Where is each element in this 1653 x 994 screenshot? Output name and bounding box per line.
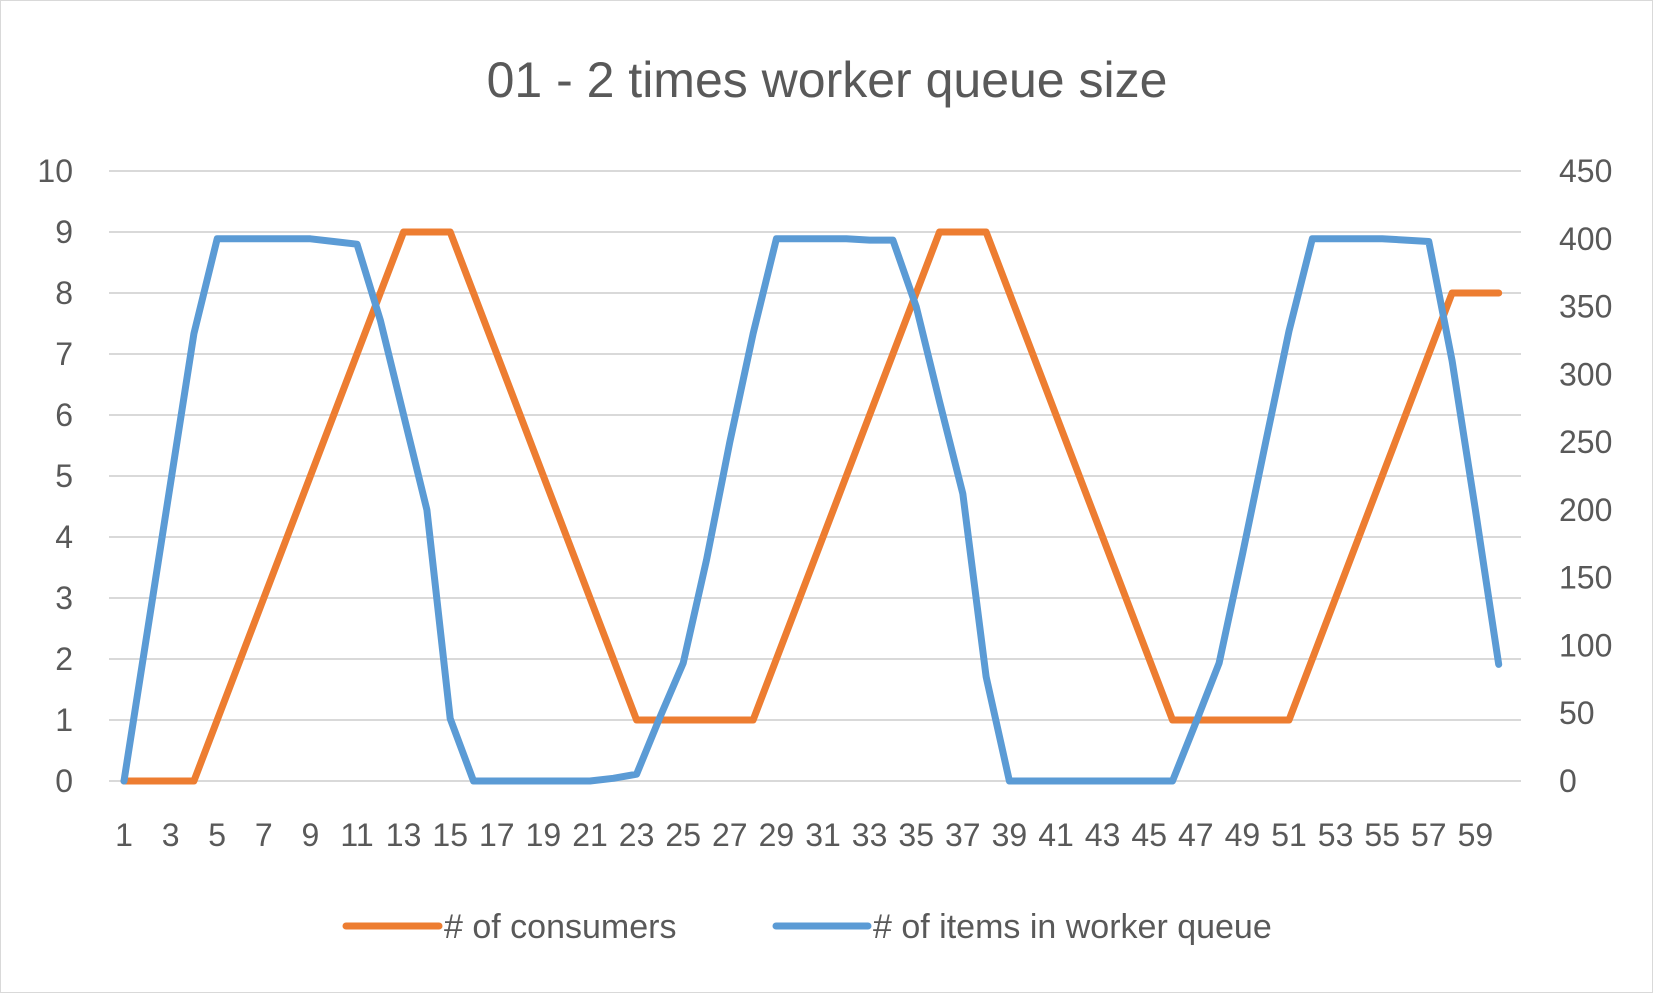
x-tick-label: 21 (572, 817, 608, 853)
y-right-tick-label: 350 (1559, 289, 1612, 325)
x-tick-label: 1 (115, 817, 133, 853)
x-tick-label: 33 (852, 817, 888, 853)
series-lines (120, 228, 1503, 785)
left-axis-ticks: 0 1 2 3 4 5 6 7 8 9 10 (37, 153, 73, 799)
x-tick-label: 47 (1178, 817, 1214, 853)
y-left-tick-label: 10 (37, 153, 73, 189)
right-axis-ticks: 0 50 100 150 200 250 300 350 400 450 (1559, 153, 1612, 799)
x-tick-label: 41 (1038, 817, 1074, 853)
y-right-tick-label: 0 (1559, 763, 1577, 799)
y-right-tick-label: 50 (1559, 695, 1595, 731)
x-tick-label: 3 (162, 817, 180, 853)
legend: # of consumers # of items in worker queu… (342, 908, 1272, 946)
y-right-tick-label: 200 (1559, 492, 1612, 528)
x-tick-label: 25 (665, 817, 701, 853)
y-left-tick-label: 6 (55, 397, 73, 433)
y-left-tick-label: 0 (55, 763, 73, 799)
x-tick-label: 37 (945, 817, 981, 853)
x-tick-label: 55 (1364, 817, 1400, 853)
y-right-tick-label: 300 (1559, 356, 1612, 392)
x-tick-label: 27 (712, 817, 748, 853)
x-tick-label: 51 (1271, 817, 1307, 853)
x-tick-label: 29 (759, 817, 795, 853)
y-left-tick-label: 2 (55, 641, 73, 677)
y-left-tick-label: 3 (55, 580, 73, 616)
legend-label-consumers: # of consumers (444, 908, 676, 946)
x-tick-label: 7 (255, 817, 273, 853)
y-left-tick-label: 5 (55, 458, 73, 494)
x-tick-label: 57 (1411, 817, 1447, 853)
x-tick-label: 17 (479, 817, 515, 853)
y-right-tick-label: 100 (1559, 627, 1612, 663)
series-line-consumers (120, 228, 1503, 785)
y-left-tick-label: 1 (55, 702, 73, 738)
x-tick-label: 39 (992, 817, 1028, 853)
x-tick-label: 31 (805, 817, 841, 853)
legend-label-queue-items: # of items in worker queue (873, 908, 1272, 946)
y-right-tick-label: 250 (1559, 424, 1612, 460)
series-line-queue-items (120, 235, 1503, 785)
y-left-tick-label: 7 (55, 336, 73, 372)
x-tick-label: 15 (432, 817, 468, 853)
x-tick-label: 49 (1225, 817, 1261, 853)
x-tick-label: 5 (208, 817, 226, 853)
y-right-tick-label: 150 (1559, 560, 1612, 596)
y-right-tick-label: 450 (1559, 153, 1612, 189)
x-tick-label: 11 (340, 817, 373, 853)
x-tick-label: 23 (619, 817, 655, 853)
x-tick-label: 53 (1318, 817, 1354, 853)
x-tick-label: 13 (386, 817, 422, 853)
x-axis-ticks: 1 3 5 7 9 11 13 15 17 19 21 23 25 27 29 31 33 35 37 39 41 43 4… (115, 817, 1493, 853)
x-tick-label: 35 (898, 817, 934, 853)
gridlines (109, 170, 1521, 782)
chart-title: 01 - 2 times worker queue size (487, 52, 1168, 108)
y-right-tick-label: 400 (1559, 221, 1612, 257)
x-tick-label: 9 (302, 817, 320, 853)
y-left-tick-label: 4 (55, 519, 73, 555)
x-tick-label: 43 (1085, 817, 1121, 853)
y-left-tick-label: 9 (55, 214, 73, 250)
x-tick-label: 19 (526, 817, 562, 853)
x-tick-label: 45 (1131, 817, 1167, 853)
y-left-tick-label: 8 (55, 275, 73, 311)
x-tick-label: 59 (1458, 817, 1494, 853)
